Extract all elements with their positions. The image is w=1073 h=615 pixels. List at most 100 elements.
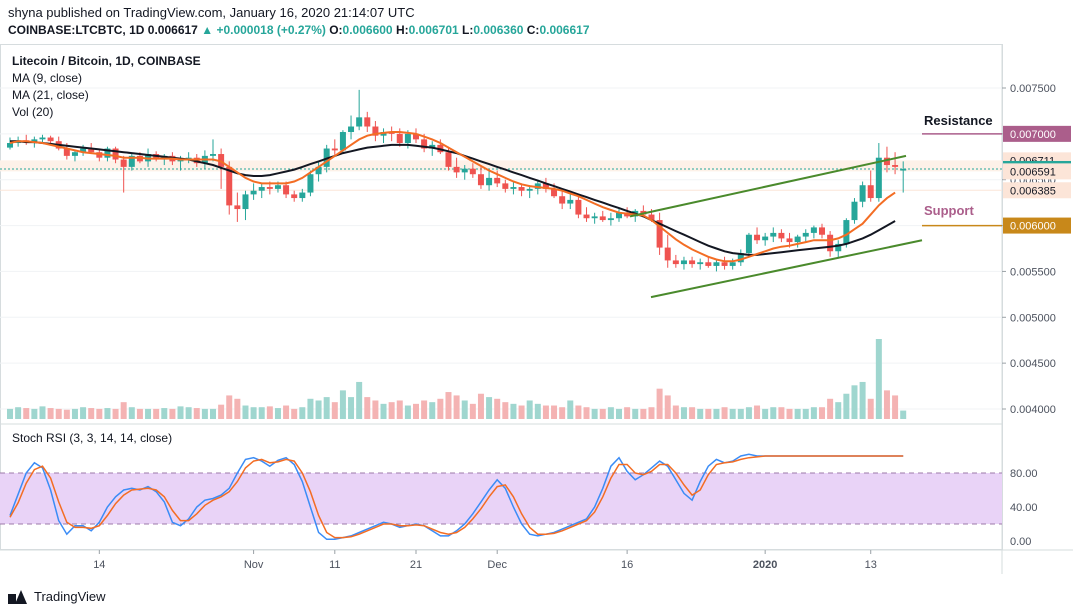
- volume-bar: [169, 408, 176, 419]
- volume-bar: [892, 395, 899, 419]
- candle-body: [307, 174, 314, 193]
- volume-bar: [689, 407, 696, 419]
- candle-body: [31, 139, 38, 143]
- stoch-rsi-pane: [0, 453, 1002, 541]
- volume-bar: [664, 395, 671, 419]
- candle-body: [210, 154, 216, 156]
- candle-body: [372, 126, 379, 136]
- volume-bar: [339, 390, 346, 419]
- price-pane: [0, 87, 1002, 419]
- candle-body: [80, 148, 87, 153]
- candle-body: [461, 168, 468, 173]
- volume-bar: [63, 409, 70, 419]
- price-badge-label: 0.006591: [1010, 166, 1056, 178]
- volume-bar: [762, 408, 769, 419]
- up-arrow-icon: ▲: [201, 23, 214, 37]
- price-badge-label: 0.006000: [1010, 221, 1056, 233]
- candle-body: [356, 117, 363, 127]
- resistance-label: Resistance: [924, 113, 993, 128]
- volume-bar: [112, 408, 119, 419]
- volume-bar: [794, 408, 801, 419]
- price-tick-label: 0.005000: [1010, 312, 1056, 324]
- chart-header: shyna published on TradingView.com, Janu…: [0, 0, 1073, 44]
- candle-body: [486, 177, 493, 186]
- stoch-d-line: [9, 455, 904, 539]
- candle-body: [835, 243, 842, 252]
- candle-body: [883, 157, 890, 166]
- volume-bar: [819, 407, 825, 419]
- candle-body: [900, 168, 907, 171]
- candle-body: [283, 185, 290, 195]
- volume-bar: [827, 398, 834, 419]
- volume-bar: [486, 397, 493, 419]
- candle-body: [713, 262, 720, 266]
- candle-body: [404, 133, 411, 144]
- volume-bar: [193, 408, 200, 419]
- axes: 0.004000 0.004500 0.005000 0.005500 0.006000…: [93, 83, 1071, 571]
- volume-bar: [567, 400, 574, 419]
- volume-bar: [583, 407, 590, 419]
- volume-bar: [71, 408, 78, 419]
- volume-bar: [534, 403, 541, 419]
- time-tick-label: 2020: [753, 559, 777, 571]
- volume-bar: [494, 398, 501, 419]
- time-tick-label: 14: [93, 559, 105, 571]
- volume-bar: [274, 408, 281, 419]
- volume-bar: [437, 398, 444, 419]
- candle-body: [47, 137, 54, 142]
- volume-bar: [364, 397, 371, 419]
- stoch-tick-label: 0.00: [1010, 536, 1031, 548]
- volume-bar: [867, 398, 874, 419]
- time-tick-label: 21: [410, 559, 422, 571]
- volume-bar: [348, 397, 355, 419]
- volume-bar: [145, 408, 152, 419]
- volume-bar: [551, 405, 558, 419]
- volume-bar: [23, 408, 30, 419]
- candle-body: [583, 214, 590, 219]
- chart-canvas[interactable]: 0.004000 0.004500 0.005000 0.005500 0.006000…: [0, 44, 1073, 582]
- volume-bar: [388, 402, 395, 419]
- candle-body: [867, 185, 874, 199]
- candle-body: [445, 152, 452, 167]
- candle-body: [510, 187, 517, 189]
- candle-body: [810, 227, 817, 233]
- volume-bar: [96, 408, 103, 419]
- symbol-name: COINBASE:LTCBTC, 1D: [8, 23, 145, 37]
- candle-body: [128, 155, 135, 167]
- candle-body: [71, 152, 78, 156]
- candle-body: [827, 234, 834, 252]
- tradingview-brand: TradingView: [34, 589, 106, 604]
- volume-bar: [242, 405, 249, 419]
- candle-body: [737, 253, 744, 263]
- volume-bar: [31, 408, 38, 419]
- volume-bar: [177, 406, 184, 419]
- volume-bar: [843, 393, 850, 419]
- price-badge: [1003, 182, 1071, 199]
- price-tick-label: 0.005500: [1010, 266, 1056, 278]
- volume-bar: [307, 398, 314, 419]
- volume-bar: [404, 405, 411, 419]
- candle-body: [875, 157, 882, 199]
- candle-body: [770, 232, 777, 237]
- volume-bar: [250, 407, 257, 419]
- volume-bar: [632, 408, 639, 419]
- candle-body: [851, 201, 858, 221]
- volume-bar: [55, 408, 62, 419]
- candle-body: [315, 166, 322, 175]
- volume-bar: [396, 400, 403, 419]
- volume-bar: [672, 405, 679, 419]
- tradingview-icon: [8, 589, 28, 604]
- candle-body: [616, 212, 622, 219]
- candle-body: [494, 177, 501, 184]
- candle-body: [364, 117, 371, 127]
- volume-bar: [713, 408, 720, 419]
- stoch-k-line: [9, 453, 904, 541]
- time-tick-label: Nov: [244, 559, 264, 571]
- tradingview-logo[interactable]: TradingView: [8, 589, 106, 604]
- price-zone: [0, 160, 1002, 172]
- time-tick-label: 16: [621, 559, 633, 571]
- volume-bar: [372, 400, 379, 419]
- volume-bar: [80, 407, 87, 419]
- volume-bar: [477, 393, 484, 419]
- volume-bar: [15, 407, 22, 419]
